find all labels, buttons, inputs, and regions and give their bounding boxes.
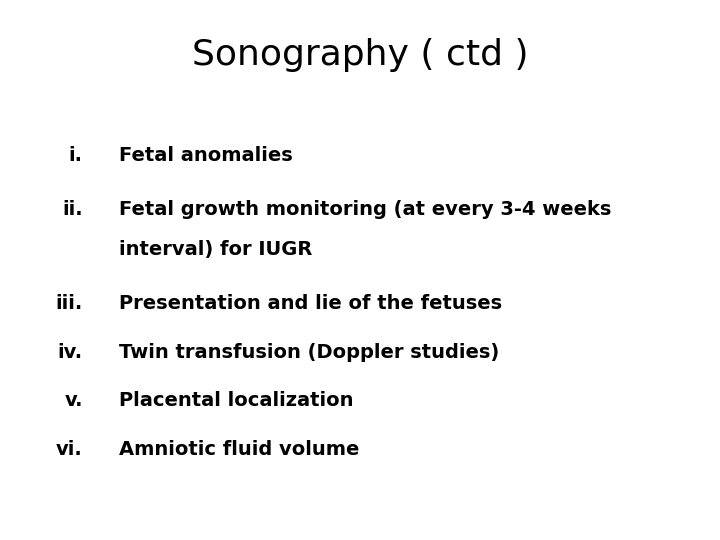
Text: Placental localization: Placental localization xyxy=(119,392,354,410)
Text: vi.: vi. xyxy=(56,440,83,459)
Text: interval) for IUGR: interval) for IUGR xyxy=(119,240,312,259)
Text: Presentation and lie of the fetuses: Presentation and lie of the fetuses xyxy=(119,294,502,313)
Text: Twin transfusion (Doppler studies): Twin transfusion (Doppler studies) xyxy=(119,343,499,362)
Text: ii.: ii. xyxy=(62,200,83,219)
Text: Fetal anomalies: Fetal anomalies xyxy=(119,146,292,165)
Text: v.: v. xyxy=(64,392,83,410)
Text: iv.: iv. xyxy=(58,343,83,362)
Text: Fetal growth monitoring (at every 3-4 weeks: Fetal growth monitoring (at every 3-4 we… xyxy=(119,200,611,219)
Text: i.: i. xyxy=(69,146,83,165)
Text: iii.: iii. xyxy=(55,294,83,313)
Text: Amniotic fluid volume: Amniotic fluid volume xyxy=(119,440,359,459)
Text: Sonography ( ctd ): Sonography ( ctd ) xyxy=(192,38,528,72)
